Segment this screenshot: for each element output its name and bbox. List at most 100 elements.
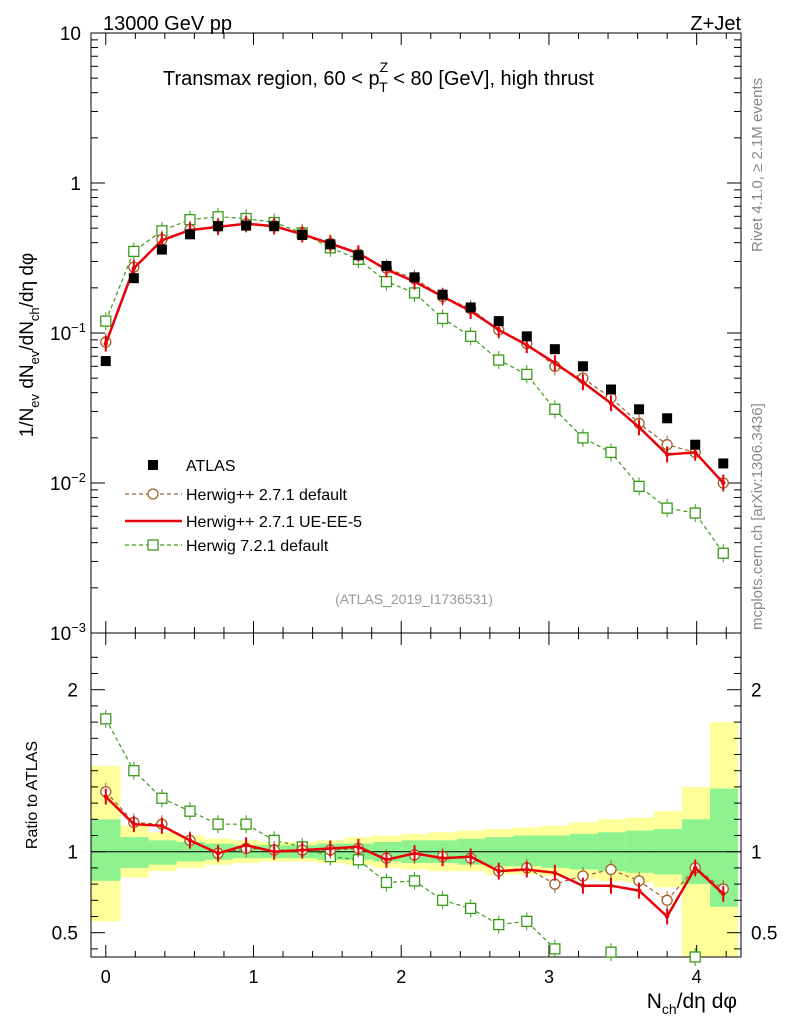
main-ueee5-point (103, 341, 108, 346)
legend: ATLAS Herwig++ 2.7.1 default Herwig++ 2.… (125, 458, 362, 555)
main-ueee5-point (580, 379, 586, 385)
ratio-ueee5-point (215, 851, 221, 856)
ratio-herwig72-point (212, 818, 224, 830)
main-herwig72-point (717, 547, 729, 559)
main-herwig72-point (380, 275, 393, 288)
main-ueee5-point (552, 360, 558, 366)
main-herwig72-point (549, 403, 561, 415)
x-tick-label: 0 (101, 967, 111, 987)
ratio-ueee5-point (468, 854, 473, 859)
ratio-herwigpp_default-point (605, 863, 617, 876)
main-data-point (100, 356, 111, 367)
ratio-herwig72-point (436, 894, 449, 906)
ratio-herwig72-point (240, 818, 252, 830)
main-ueee5-point (721, 480, 726, 486)
plot-title-suffix: < 80 [GeV], high thrust (388, 68, 595, 90)
main-data-point (549, 344, 560, 355)
ratio-ueee5-point (159, 823, 165, 828)
ratio-ueee5-point (440, 855, 445, 861)
main-data-point (718, 458, 729, 469)
main-data-point (577, 361, 588, 372)
ratio-y-tick-label-right: 2 (751, 681, 762, 702)
main-data-point (156, 244, 167, 255)
main-data-point (297, 230, 308, 241)
header-right: Z+Jet (690, 13, 741, 35)
ratio-ueee5-point (131, 821, 137, 827)
ratio-ueee5-point (693, 865, 698, 871)
legend-herwigpp-default-label: Herwig++ 2.7.1 default (186, 487, 348, 504)
main-ueee5-point (159, 238, 165, 243)
ratio-ueee5-point (496, 868, 501, 874)
band-inner-bin (91, 819, 121, 881)
y-tick-label: 10−2 (50, 470, 86, 495)
x-tick-label: 3 (544, 967, 554, 987)
x-tick-label: 4 (692, 967, 702, 987)
main-data-point (634, 404, 645, 415)
ratio-y-tick-label: 2 (67, 681, 78, 702)
ratio-ueee5-point (384, 857, 389, 862)
header-left: 13000 GeV pp (103, 13, 232, 35)
analysis-watermark: (ATLAS_2019_I1736531) (335, 591, 493, 607)
ratio-herwig72-point (128, 765, 140, 777)
main-data-point (184, 229, 195, 240)
ratio-ueee5-point (300, 847, 305, 853)
ratio-herwig72-point (689, 951, 701, 963)
main-ueee5-point (608, 401, 614, 406)
main-herwig72-point (633, 480, 645, 492)
ratio-herwig72-point (156, 792, 168, 804)
main-data-point (662, 413, 673, 424)
band-inner-bin (148, 840, 177, 865)
plot-title: Transmax region, 60 < pZ T < 80 [GeV], hi… (163, 59, 594, 95)
main-herwig72-point (465, 330, 477, 342)
ratio-ueee5-point (103, 794, 108, 799)
legend-atlas-marker (148, 460, 158, 470)
main-herwig72-point (521, 368, 533, 381)
plot-title-sup: Z (380, 59, 389, 75)
ratio-frame (90, 632, 742, 958)
ratio-y-axis-title: Ratio to ATLAS (24, 741, 41, 849)
main-ueee5-point (664, 452, 670, 457)
main-ueee5-point (496, 327, 501, 333)
ratio-herwig72-point (465, 902, 477, 915)
main-herwig72-point (436, 312, 449, 325)
ratio-herwigpp_default-point (661, 894, 673, 906)
y-tick-label: 10 (60, 24, 81, 45)
legend-herwigpp-default-marker (147, 488, 159, 500)
main-y-axis-title: 1/Nev dNev/dNch/dη dφ (17, 253, 42, 438)
main-ueee5-point (693, 450, 698, 455)
legend-herwig72-label: Herwig 7.2.1 default (186, 538, 329, 555)
main-ueee5-point (524, 342, 529, 348)
data-series (100, 207, 729, 966)
x-tick-label: 2 (396, 967, 406, 987)
ratio-y-tick-label-right: 1 (751, 843, 762, 864)
mcplots-label: mcplots.cern.ch [arXiv:1306.3436] (749, 403, 766, 630)
main-data-point (325, 239, 336, 250)
ratio-herwig72-point (521, 915, 533, 928)
main-herwig72-point (605, 446, 617, 459)
ratio-ueee5-point (664, 914, 670, 919)
main-herwig72-point (128, 245, 140, 258)
legend-ueee5-label: Herwig++ 2.7.1 UE-EE-5 (186, 514, 362, 531)
ratio-herwig72-point (184, 805, 196, 817)
ratio-herwig72-point (549, 943, 561, 955)
ratio-ueee5-point (412, 851, 417, 856)
y-tick-label: 1 (70, 174, 81, 195)
ratio-ueee5-point (552, 870, 558, 875)
x-axis-title: Nch/dη dφ (647, 990, 737, 1017)
ratio-y-tick-label: 1 (67, 843, 78, 864)
ratio-y-tick-label-right: 0.5 (751, 924, 777, 945)
y-tick-label: 10−1 (50, 320, 86, 345)
rivet-version-label: Rivet 4.1.0, ≥ 2.1M events (749, 78, 766, 252)
main-data-point (269, 221, 280, 232)
band-inner-bin (120, 837, 149, 868)
main-data-point (128, 273, 139, 284)
main-data-point (437, 289, 448, 300)
ratio-ueee5-point (721, 891, 726, 897)
band-inner-bin (513, 835, 542, 867)
main-data-point (353, 250, 364, 261)
main-herwig72-point (689, 507, 701, 519)
ratio-ueee5-point (524, 867, 529, 872)
main-ueee5-line (104, 222, 725, 484)
ratio-ueee5-point (636, 888, 642, 893)
